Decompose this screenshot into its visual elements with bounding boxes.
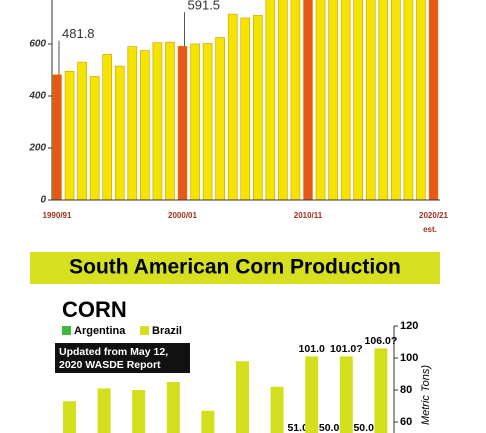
note-line: 2020 WASDE Report <box>59 359 161 371</box>
bar <box>77 61 87 201</box>
bar <box>340 0 351 201</box>
bar <box>102 54 112 201</box>
bar <box>339 356 353 433</box>
legend-label: Brazil <box>152 325 182 337</box>
bar <box>215 37 225 201</box>
bar <box>353 0 364 201</box>
bar <box>52 74 62 201</box>
bar <box>236 361 249 433</box>
value-label: 50.0? <box>353 422 380 433</box>
bar <box>416 0 426 201</box>
title-banner <box>30 252 440 284</box>
bar <box>201 410 215 433</box>
bar <box>140 50 150 201</box>
bar <box>303 0 313 201</box>
x-tick-label: 1990/91 <box>43 211 72 220</box>
legend-swatch <box>62 326 71 335</box>
x-tick-label: 2000/01 <box>168 211 197 220</box>
y-tick-label: 600 <box>29 39 46 50</box>
chart-subtitle: CORN <box>62 297 127 322</box>
bar <box>328 0 338 201</box>
bar <box>290 0 301 201</box>
y-axis-label: Metric Tons) <box>420 365 432 425</box>
bar <box>114 65 125 201</box>
y-tick-label: 400 <box>28 91 46 102</box>
value-label: 106.0? <box>365 335 398 347</box>
annotation: est. <box>423 225 437 234</box>
y-tick-label: 200 <box>28 143 46 154</box>
value-label: 51.0 <box>287 422 308 433</box>
value-label: 101.0? <box>330 343 363 355</box>
legend-label: Argentina <box>74 325 126 337</box>
bar <box>227 13 238 201</box>
value-label: 481.8 <box>62 26 95 41</box>
value-label: 591.5 <box>188 0 221 13</box>
y-tick-label: 0 <box>40 195 46 206</box>
bar <box>305 356 319 433</box>
x-tick-label: 2020/21 <box>419 211 448 220</box>
bar <box>165 41 175 201</box>
bar <box>127 46 138 201</box>
bar <box>97 388 111 433</box>
bar <box>166 382 180 433</box>
bar <box>428 0 439 201</box>
bar <box>132 390 146 433</box>
bar <box>378 0 389 201</box>
bar <box>63 401 76 433</box>
y-tick-label: 100 <box>400 352 418 364</box>
value-label: 50.0? <box>319 422 346 433</box>
value-label: 101.0 <box>299 343 325 355</box>
bar <box>278 0 288 201</box>
chart-title: South American Corn Production <box>69 256 401 279</box>
bar <box>202 43 213 201</box>
bar <box>391 0 401 201</box>
bar <box>89 76 100 201</box>
bar <box>365 0 376 201</box>
bar <box>177 45 188 201</box>
bar <box>64 71 75 201</box>
bar <box>403 0 414 201</box>
bar <box>315 0 326 201</box>
bar <box>152 42 163 201</box>
y-tick-label: 80 <box>400 384 412 396</box>
bar <box>253 15 263 201</box>
bar <box>270 386 284 433</box>
bar <box>374 348 388 433</box>
legend-swatch <box>140 326 149 335</box>
bar <box>265 0 276 201</box>
bar <box>190 43 200 201</box>
x-tick-label: 2010/11 <box>294 211 323 220</box>
note-line: Updated from May 12, <box>59 346 168 358</box>
note-box <box>55 343 190 373</box>
bar <box>240 17 251 201</box>
y-tick-label: 60 <box>400 416 412 428</box>
y-tick-label: 120 <box>400 320 418 332</box>
